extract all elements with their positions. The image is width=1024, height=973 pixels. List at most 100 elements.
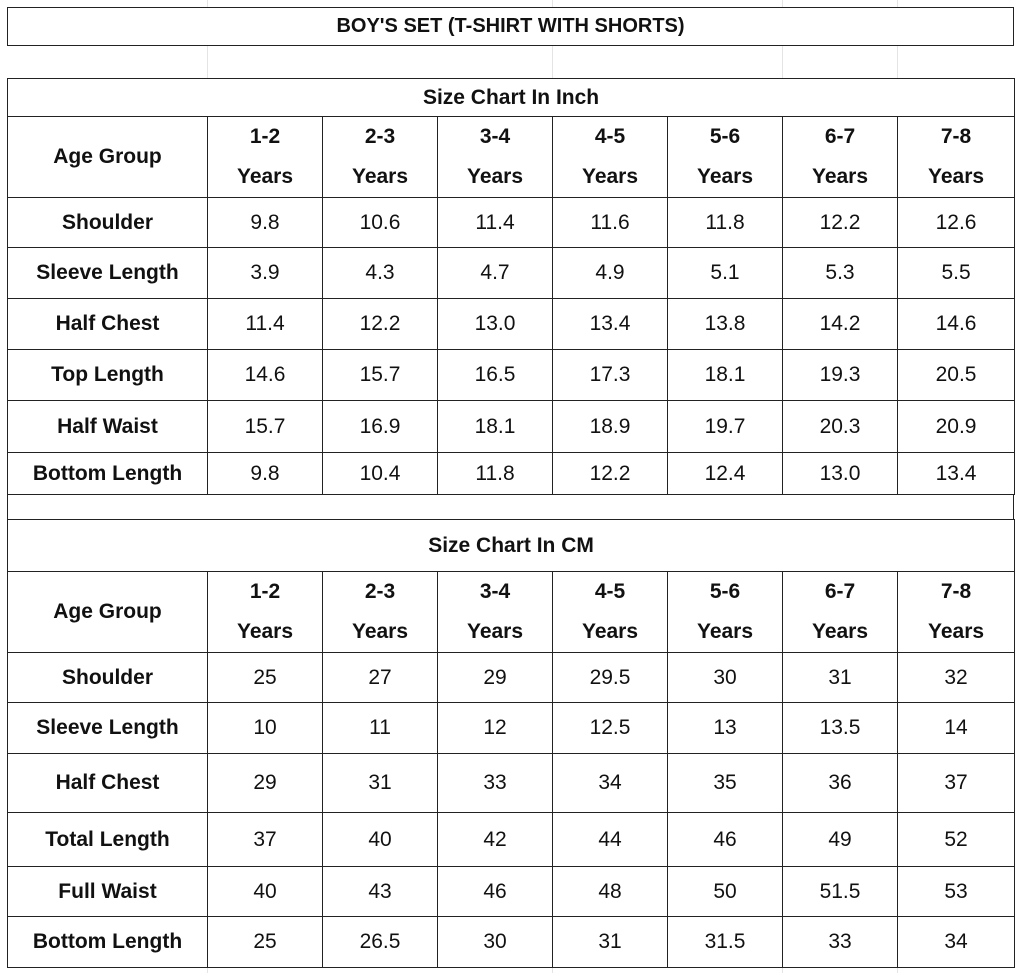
measurement-cell: 4.9: [552, 247, 668, 299]
header-cell: 5-6 Years: [667, 571, 783, 653]
measurement-cell: 48: [552, 866, 668, 917]
measurement-cell: 44: [552, 812, 668, 867]
row-label: Bottom Length: [7, 916, 208, 968]
measurement-cell: 29: [207, 753, 323, 813]
measurement-cell: 32: [896, 652, 1016, 703]
header-cell: 4-5 Years: [552, 571, 668, 653]
header-text: 2-3 Years: [351, 125, 409, 188]
measurement-cell: 15.7: [207, 400, 323, 453]
measurement-cell: 46: [667, 812, 783, 867]
header-text: 2-3 Years: [351, 580, 409, 643]
measurement-cell: 34: [552, 753, 668, 813]
header-cell: 2-3 Years: [322, 571, 438, 653]
data-row: Half Waist 15.7 16.9 18.1 18.9 19.7 20.3 20.9: [7, 400, 1016, 453]
measurement-cell: 42: [437, 812, 553, 867]
measurement-cell: 27: [322, 652, 438, 703]
row-label: Half Chest: [7, 753, 208, 813]
measurement-cell: 10: [207, 702, 323, 754]
measurement-cell: 19.7: [667, 400, 783, 453]
measurement-cell: 11.6: [552, 197, 668, 248]
measurement-cell: 30: [667, 652, 783, 703]
header-text: 4-5 Years: [581, 125, 639, 188]
data-row: Full Waist 40 43 46 48 50 51.5 53: [7, 866, 1016, 917]
header-text: 7-8 Years: [928, 580, 985, 643]
data-row: Bottom Length 25 26.5 30 31 31.5 33 34: [7, 916, 1016, 968]
header-text: 3-4 Years: [466, 125, 524, 188]
row-label: Bottom Length: [7, 452, 208, 495]
title-row: Size Chart In Inch: [6, 78, 1016, 117]
header-text: 5-6 Years: [696, 125, 754, 188]
size-table: Size Chart In CM Age Group 1-2 Years 2-3 Ye…: [6, 519, 1016, 968]
measurement-cell: 14.6: [207, 349, 323, 401]
header-text: 6-7 Years: [811, 580, 869, 643]
measurement-cell: 33: [437, 753, 553, 813]
header-text: 3-4 Years: [466, 580, 524, 643]
data-row: Top Length 14.6 15.7 16.5 17.3 18.1 19.3 20.5: [7, 349, 1016, 401]
measurement-cell: 14.2: [782, 298, 898, 350]
measurement-cell: 26.5: [322, 916, 438, 968]
measurement-cell: 40: [322, 812, 438, 867]
data-row: Sleeve Length 3.9 4.3 4.7 4.9 5.1 5.3 5.5: [7, 247, 1016, 299]
measurement-cell: 5.5: [896, 247, 1016, 299]
measurement-cell: 30: [437, 916, 553, 968]
measurement-cell: 11.8: [437, 452, 553, 495]
header-cell: 1-2 Years: [207, 571, 323, 653]
measurement-cell: 5.3: [782, 247, 898, 299]
measurement-cell: 43: [322, 866, 438, 917]
row-label: Top Length: [7, 349, 208, 401]
measurement-cell: 20.3: [782, 400, 898, 453]
measurement-cell: 17.3: [552, 349, 668, 401]
measurement-cell: 20.5: [896, 349, 1016, 401]
measurement-cell: 13.4: [896, 452, 1016, 495]
data-row: Bottom Length 9.8 10.4 11.8 12.2 12.4 13.0 13.4: [7, 452, 1016, 495]
measurement-cell: 19.3: [782, 349, 898, 401]
measurement-cell: 10.6: [322, 197, 438, 248]
measurement-cell: 35: [667, 753, 783, 813]
table-title: Size Chart In CM: [6, 519, 1016, 572]
measurement-cell: 33: [782, 916, 898, 968]
header-cell: 4-5 Years: [552, 116, 668, 198]
measurement-cell: 13.8: [667, 298, 783, 350]
data-row: Shoulder 25 27 29 29.5 30 31 32: [7, 652, 1016, 703]
measurement-cell: 12.5: [552, 702, 668, 754]
measurement-cell: 53: [896, 866, 1016, 917]
header-cell: 6-7 Years: [782, 571, 898, 653]
row-label: Full Waist: [7, 866, 208, 917]
measurement-cell: 16.5: [437, 349, 553, 401]
measurement-cell: 5.1: [667, 247, 783, 299]
measurement-cell: 9.8: [207, 197, 323, 248]
measurement-cell: 16.9: [322, 400, 438, 453]
measurement-cell: 12.2: [552, 452, 668, 495]
measurement-cell: 40: [207, 866, 323, 917]
measurement-cell: 12.4: [667, 452, 783, 495]
header-cell: 3-4 Years: [437, 571, 553, 653]
measurement-cell: 29: [437, 652, 553, 703]
header-row: Age Group 1-2 Years 2-3 Years 3-4 Years 4-5 …: [7, 116, 1016, 198]
header-cell: 5-6 Years: [667, 116, 783, 198]
measurement-cell: 18.1: [667, 349, 783, 401]
measurement-cell: 50: [667, 866, 783, 917]
sheet-title: BOY'S SET (T-SHIRT WITH SHORTS): [7, 7, 1014, 46]
data-row: Total Length 37 40 42 44 46 49 52: [7, 812, 1016, 867]
table-title: Size Chart In Inch: [6, 78, 1016, 117]
size-table: Size Chart In Inch Age Group 1-2 Years 2-3 …: [6, 78, 1016, 495]
measurement-cell: 11: [322, 702, 438, 754]
measurement-cell: 31: [322, 753, 438, 813]
measurement-cell: 18.9: [552, 400, 668, 453]
row-label: Total Length: [7, 812, 208, 867]
header-cell: Age Group: [7, 116, 208, 198]
measurement-cell: 25: [207, 652, 323, 703]
header-cell: 2-3 Years: [322, 116, 438, 198]
measurement-cell: 37: [207, 812, 323, 867]
measurement-cell: 12: [437, 702, 553, 754]
measurement-cell: 11.4: [437, 197, 553, 248]
measurement-cell: 13: [667, 702, 783, 754]
measurement-cell: 13.0: [782, 452, 898, 495]
measurement-cell: 52: [896, 812, 1016, 867]
measurement-cell: 31: [782, 652, 898, 703]
title-row: Size Chart In CM: [6, 519, 1016, 572]
data-row: Half Chest 11.4 12.2 13.0 13.4 13.8 14.2 14.6: [7, 298, 1016, 350]
measurement-cell: 15.7: [322, 349, 438, 401]
header-text: Age Group: [53, 600, 162, 623]
